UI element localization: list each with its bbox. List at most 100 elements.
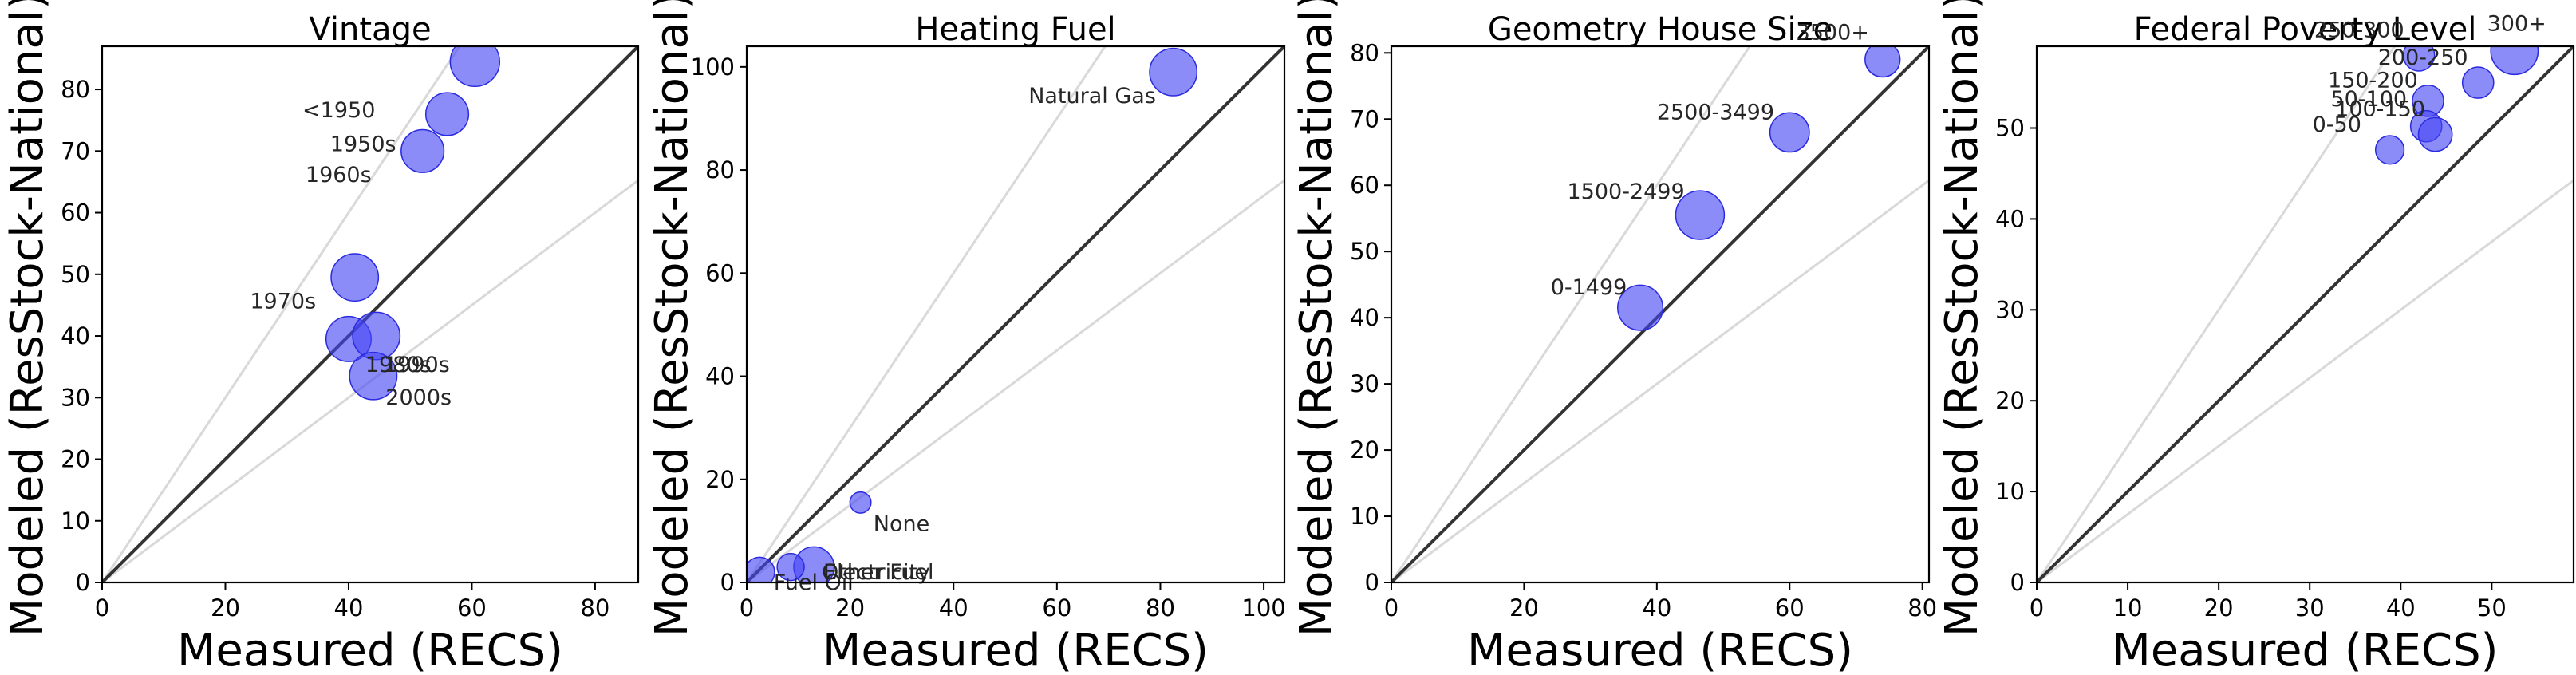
identity-line xyxy=(747,46,1284,582)
y-tick-label: 100 xyxy=(691,53,735,81)
point-label: Natural Gas xyxy=(1028,84,1156,109)
x-tick-label: 0 xyxy=(95,594,109,622)
y-axis-label: Modeled (ResStock-National) xyxy=(1936,0,1988,637)
y-tick-label: 60 xyxy=(705,259,735,286)
guide-line xyxy=(1391,179,1929,582)
data-point xyxy=(776,552,805,582)
data-point xyxy=(2402,46,2436,72)
guide-line xyxy=(747,46,1107,582)
point-label: 300+ xyxy=(2487,12,2546,37)
data-point xyxy=(2461,66,2495,99)
x-tick-label: 30 xyxy=(2295,594,2325,622)
y-tick-label: 20 xyxy=(61,446,90,473)
x-tick-label: 40 xyxy=(2386,594,2416,622)
point-label: 0-1499 xyxy=(1551,275,1627,300)
guide-line xyxy=(1391,46,1751,582)
x-tick-label: 60 xyxy=(1775,594,1805,622)
axes-frame xyxy=(2035,45,2575,584)
point-label: 100-150 xyxy=(2335,97,2425,122)
point-label: 250-300 xyxy=(2314,18,2404,43)
point-label: Other Fuel xyxy=(822,560,934,585)
point-label: 3500+ xyxy=(1797,21,1869,45)
x-tick-label: 60 xyxy=(457,594,487,622)
y-tick-label: 60 xyxy=(1350,172,1379,199)
data-point xyxy=(1617,284,1664,331)
y-tick-label: 20 xyxy=(705,466,735,493)
y-axis-label: Modeled (ResStock-National) xyxy=(2,0,53,637)
x-axis-label: Measured (RECS) xyxy=(177,625,563,675)
point-label: 1970s xyxy=(250,289,316,314)
data-point xyxy=(2417,116,2453,152)
point-label: 2500-3499 xyxy=(1657,100,1774,124)
y-tick-label: 0 xyxy=(1365,569,1379,596)
point-label: 1500-2499 xyxy=(1568,180,1685,204)
data-point xyxy=(1675,190,1726,240)
point-label: 1980s xyxy=(365,353,432,377)
y-tick-label: 50 xyxy=(1350,238,1379,265)
point-label: 1990s xyxy=(384,353,450,377)
y-tick-label: 80 xyxy=(1350,39,1379,66)
x-axis-label: Measured (RECS) xyxy=(2112,625,2499,675)
guide-line xyxy=(2037,179,2574,582)
data-point xyxy=(1864,46,1901,78)
data-point xyxy=(424,92,470,136)
y-tick-label: 70 xyxy=(61,137,90,164)
data-point xyxy=(330,253,380,302)
plot-area xyxy=(1391,46,1929,582)
y-tick-label: 20 xyxy=(1995,387,2025,414)
y-tick-label: 40 xyxy=(61,322,90,349)
axes-frame xyxy=(1390,45,1931,584)
x-tick-label: 80 xyxy=(1146,594,1175,622)
point-label: Electricity xyxy=(823,560,930,585)
point-label: 200-250 xyxy=(2378,45,2468,70)
x-tick-label: 40 xyxy=(939,594,968,622)
guide-line xyxy=(747,179,1284,582)
y-tick-label: 0 xyxy=(720,569,735,596)
data-point xyxy=(849,491,872,514)
x-tick-label: 10 xyxy=(2113,594,2143,622)
data-point xyxy=(1149,47,1198,97)
guide-line xyxy=(102,46,461,582)
x-tick-label: 60 xyxy=(1042,594,1071,622)
y-tick-label: 10 xyxy=(1350,503,1379,530)
data-point xyxy=(349,351,398,401)
x-tick-label: 20 xyxy=(2204,594,2234,622)
data-point xyxy=(1769,112,1810,153)
y-tick-label: 70 xyxy=(1350,105,1379,132)
y-tick-label: 40 xyxy=(1995,205,2025,232)
y-axis-label: Modeled (ResStock-National) xyxy=(646,0,698,637)
y-tick-label: 0 xyxy=(76,569,90,596)
x-tick-label: 100 xyxy=(1241,594,1285,622)
identity-line xyxy=(2037,46,2574,582)
panel-title: Vintage xyxy=(309,11,431,48)
y-tick-label: 10 xyxy=(1995,478,2025,505)
panel-geometry-house-size: Geometry House Size Measured (RECS) Mode… xyxy=(1291,0,1937,675)
panel-federal-poverty-level: Federal Poverty Level Measured (RECS) Mo… xyxy=(1936,0,2575,675)
x-tick-label: 0 xyxy=(740,594,754,622)
panel-title: Federal Poverty Level xyxy=(2134,11,2477,48)
point-label: 0-50 xyxy=(2313,112,2361,137)
y-tick-label: 50 xyxy=(1995,115,2025,142)
x-tick-label: 80 xyxy=(1907,594,1937,622)
y-tick-label: 20 xyxy=(1350,436,1379,464)
data-point xyxy=(2490,46,2539,76)
x-tick-label: 20 xyxy=(835,594,865,622)
data-point xyxy=(2374,135,2405,165)
y-tick-label: 80 xyxy=(61,76,90,103)
x-tick-label: 20 xyxy=(1509,594,1539,622)
point-label: 1960s xyxy=(306,163,372,188)
x-tick-label: 40 xyxy=(1642,594,1671,622)
point-label: <1950 xyxy=(302,98,375,123)
plot-area xyxy=(2037,46,2574,582)
axes-frame xyxy=(745,45,1286,584)
panel-vintage: Vintage Measured (RECS) Modeled (ResStoc… xyxy=(2,0,640,675)
y-tick-label: 30 xyxy=(61,384,90,411)
x-axis-label: Measured (RECS) xyxy=(1467,625,1853,675)
x-tick-label: 0 xyxy=(2030,594,2044,622)
plot-area xyxy=(747,46,1284,582)
point-label: None xyxy=(874,511,929,536)
x-tick-label: 40 xyxy=(334,594,364,622)
point-label: 2000s xyxy=(385,385,452,410)
y-tick-label: 40 xyxy=(705,363,735,390)
